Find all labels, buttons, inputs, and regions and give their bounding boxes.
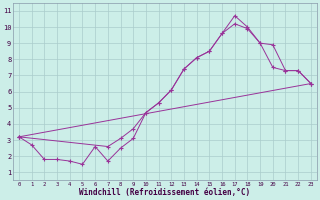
X-axis label: Windchill (Refroidissement éolien,°C): Windchill (Refroidissement éolien,°C) [79,188,251,197]
